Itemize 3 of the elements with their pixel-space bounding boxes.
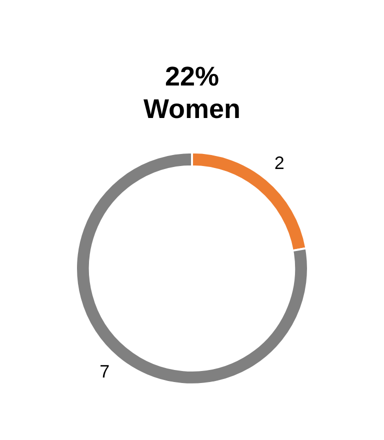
data-label: 2: [274, 153, 284, 174]
chart-title: 22% Women: [143, 62, 241, 124]
data-label: 7: [100, 362, 110, 382]
